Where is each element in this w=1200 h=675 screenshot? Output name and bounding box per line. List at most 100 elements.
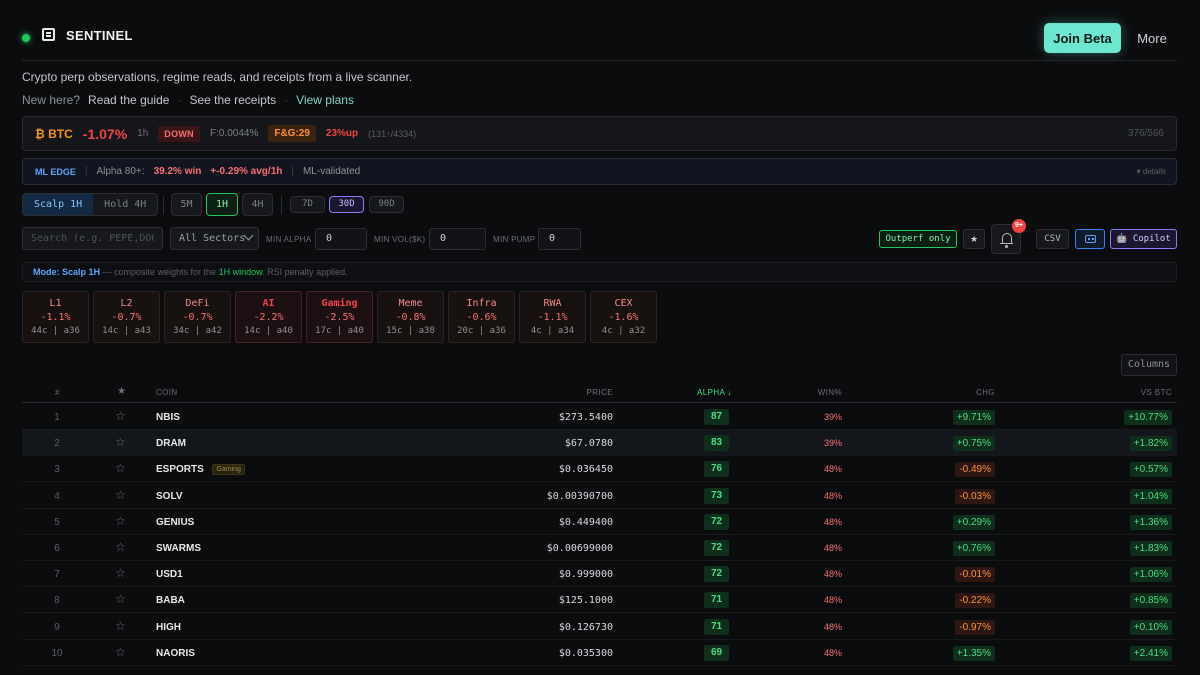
mode-text: — composite weights for the [100, 267, 219, 277]
timeframe-1h-button[interactable]: 1H [206, 193, 238, 216]
alpha-score: 71 [704, 592, 729, 609]
col-header-win[interactable]: WIN% [817, 388, 842, 397]
table-row[interactable]: 10 ☆ NAORIS $0.035300 69 48% +1.35% +2.41% [22, 640, 1177, 666]
col-header-star[interactable]: ★ [117, 386, 127, 397]
vs-btc-change: +0.10% [1129, 619, 1172, 635]
favorite-star-icon[interactable]: ☆ [115, 592, 126, 607]
alpha-score: 72 [704, 540, 729, 556]
sector-counts: 15c | a38 [386, 326, 435, 336]
sector-counts: 14c | a40 [244, 326, 293, 336]
coin-symbol[interactable]: GENIUS [156, 516, 195, 528]
sector-name: L1 [49, 298, 62, 309]
sector-card-l2[interactable]: L2 -0.7% 14c | a43 [93, 291, 160, 343]
mode-hold-button[interactable]: Hold 4H [93, 194, 158, 215]
alpha-score: 83 [704, 435, 729, 452]
min-vol-input[interactable]: 0 [429, 228, 486, 250]
col-header-alpha[interactable]: ALPHA ↓ [697, 388, 732, 397]
min-alpha-input[interactable]: 0 [315, 228, 367, 250]
sector-card-meme[interactable]: Meme -0.8% 15c | a38 [377, 291, 444, 343]
sector-card-defi[interactable]: DeFi -0.7% 34c | a42 [164, 291, 231, 343]
sector-card-infra[interactable]: Infra -0.6% 20c | a36 [448, 291, 515, 343]
copilot-button[interactable]: 🤖 Copilot [1110, 229, 1177, 249]
table-header: # ★ COIN PRICE ALPHA ↓ WIN% CHG VS BTC [22, 383, 1177, 403]
robot-icon [1085, 235, 1096, 243]
favorite-star-icon[interactable]: ☆ [115, 566, 126, 581]
coin-symbol[interactable]: HIGH [156, 621, 181, 633]
coin-symbol[interactable]: SWARMS [156, 543, 201, 554]
col-header-vs-btc[interactable]: VS BTC [1140, 388, 1172, 397]
price-change: -0.03% [955, 488, 995, 504]
coin-symbol[interactable]: USD1 [156, 569, 183, 581]
win-rate: 48% [823, 595, 842, 606]
col-header-num[interactable]: # [55, 388, 60, 397]
coin-price: $0.449400 [558, 516, 613, 528]
table-row[interactable]: 8 ☆ BABA $125.1000 71 48% -0.22% +0.85% [22, 587, 1177, 614]
coin-price: $0.00699000 [546, 543, 613, 554]
favorite-star-icon[interactable]: ☆ [115, 461, 126, 476]
sector-card-ai[interactable]: AI -2.2% 14c | a40 [235, 291, 302, 343]
table-row[interactable]: 1 ☆ NBIS $273.5400 87 39% +9.71% +10.77% [22, 404, 1177, 430]
sector-counts: 14c | a43 [102, 326, 151, 336]
table-row[interactable]: 9 ☆ HIGH $0.126730 71 48% -0.97% +0.10% [22, 614, 1177, 640]
view-plans-link[interactable]: View plans [296, 93, 354, 107]
coin-symbol[interactable]: ESPORTS [156, 464, 204, 476]
sector-change: -1.6% [608, 312, 639, 323]
vs-btc-change: +0.57% [1129, 462, 1172, 478]
csv-export-button[interactable]: CSV [1036, 229, 1069, 249]
sector-select[interactable]: All Sectors [170, 227, 259, 250]
brand-name[interactable]: SENTINEL [66, 28, 133, 43]
favorite-star-icon[interactable]: ☆ [115, 409, 126, 423]
fear-greed-badge: F&G:29 [268, 125, 316, 142]
table-row[interactable]: 2 ☆ DRAM $67.0780 83 39% +0.75% +1.82% [22, 430, 1177, 457]
col-header-coin[interactable]: COIN [156, 388, 178, 397]
sector-card-cex[interactable]: CEX -1.6% 4c | a32 [590, 291, 657, 343]
receipts-link[interactable]: See the receipts [189, 93, 277, 107]
favorite-star-icon[interactable]: ☆ [115, 435, 126, 450]
min-pump-input[interactable]: 0 [538, 228, 581, 250]
coin-symbol[interactable]: DRAM [156, 438, 186, 450]
favorite-star-icon[interactable]: ☆ [115, 540, 126, 554]
more-button[interactable]: More [1130, 23, 1174, 53]
coin-symbol[interactable]: BABA [156, 595, 185, 607]
window-30d-button[interactable]: 30D [329, 196, 364, 213]
win-rate: 48% [823, 490, 842, 501]
window-90d-button[interactable]: 90D [369, 196, 404, 213]
favorite-star-icon[interactable]: ☆ [115, 644, 126, 659]
columns-button[interactable]: Columns [1121, 354, 1177, 376]
row-rank: 7 [54, 569, 60, 581]
favorite-star-icon[interactable]: ☆ [115, 618, 126, 633]
table-row[interactable]: 3 ☆ ESPORTS Gaming $0.036450 76 48% -0.49% +0.57… [22, 456, 1177, 483]
outperf-only-toggle[interactable]: Outperf only [879, 230, 957, 248]
coin-symbol[interactable]: NBIS [156, 412, 180, 423]
vs-btc-change: +1.83% [1129, 541, 1172, 556]
coin-symbol[interactable]: SOLV [156, 490, 183, 502]
timeframe-4h-button[interactable]: 4H [242, 193, 273, 216]
sector-card-l1[interactable]: L1 -1.1% 44c | a36 [22, 291, 89, 343]
sector-card-gaming[interactable]: Gaming -2.5% 17c | a40 [306, 291, 373, 343]
table-row[interactable]: 6 ☆ SWARMS $0.00699000 72 48% +0.76% +1.83% [22, 535, 1177, 561]
col-header-price[interactable]: PRICE [586, 388, 613, 397]
join-beta-button[interactable]: Join Beta [1044, 23, 1121, 53]
coin-symbol[interactable]: NAORIS [156, 647, 195, 659]
timeframe-5m-button[interactable]: 5M [171, 193, 202, 216]
price-change: +0.75% [952, 436, 995, 452]
table-row[interactable]: 4 ☆ SOLV $0.00390700 73 48% -0.03% +1.04% [22, 483, 1177, 509]
search-input[interactable] [22, 227, 163, 250]
favorite-star-icon[interactable]: ☆ [115, 513, 126, 528]
vs-btc-change: +10.77% [1124, 410, 1172, 425]
btc-change: -1.07% [82, 125, 128, 142]
intro-links: New here? Read the guide · See the recei… [22, 93, 354, 107]
ml-details-toggle[interactable]: ▾ details [1136, 167, 1166, 176]
row-rank: 1 [54, 412, 60, 423]
window-7d-button[interactable]: 7D [290, 196, 325, 213]
sector-name: RWA [543, 298, 562, 309]
favorites-star-button[interactable]: ★ [963, 229, 985, 249]
col-header-chg[interactable]: CHG [976, 388, 995, 397]
table-row[interactable]: 5 ☆ GENIUS $0.449400 72 48% +0.29% +1.36% [22, 509, 1177, 535]
bot-button[interactable] [1075, 229, 1105, 249]
sector-card-rwa[interactable]: RWA -1.1% 4c | a34 [519, 291, 586, 343]
read-guide-link[interactable]: Read the guide [88, 93, 170, 107]
mode-scalp-button[interactable]: Scalp 1H [23, 194, 94, 215]
table-row[interactable]: 7 ☆ USD1 $0.999000 72 48% -0.01% +1.06% [22, 561, 1177, 588]
favorite-star-icon[interactable]: ☆ [115, 487, 126, 502]
